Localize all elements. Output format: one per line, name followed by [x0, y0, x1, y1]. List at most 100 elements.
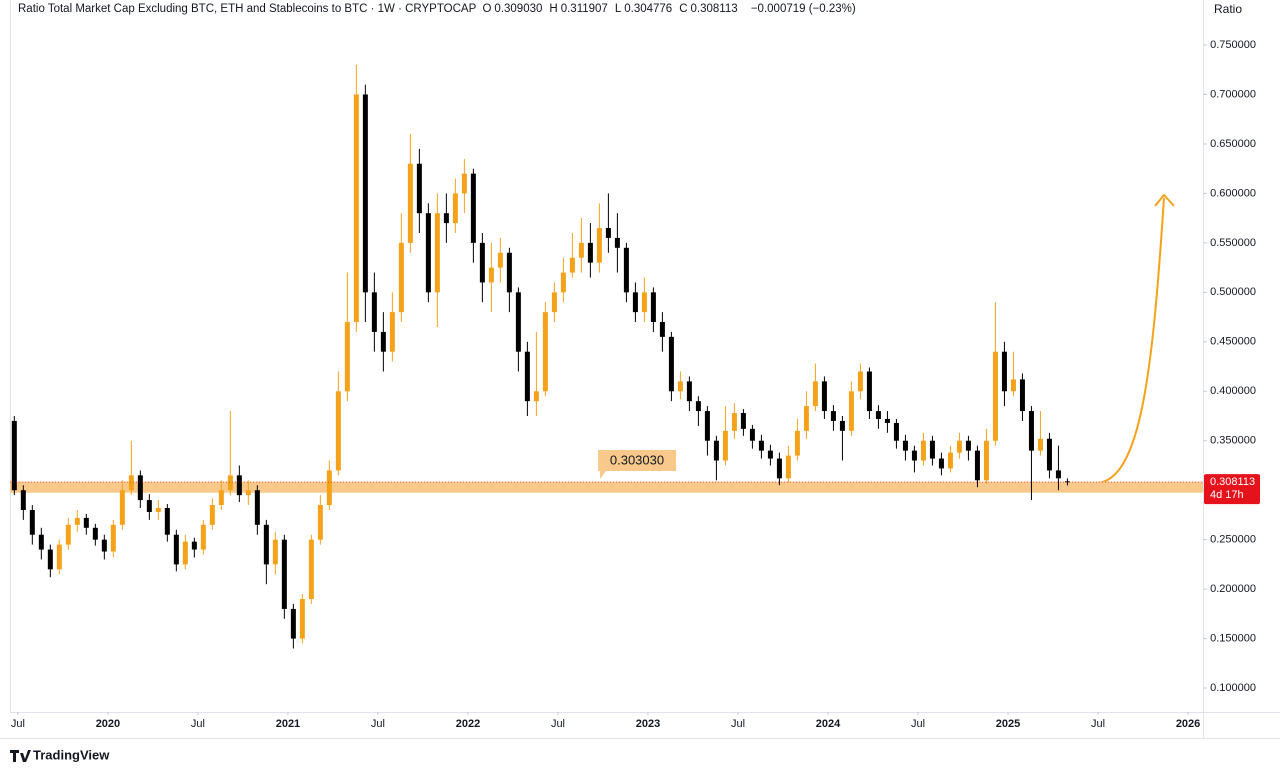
- candle-body: [713, 440, 719, 461]
- candle-body: [389, 312, 395, 352]
- candle-body: [956, 440, 962, 453]
- candle-body: [119, 490, 125, 525]
- candle-body: [569, 257, 575, 273]
- candle-body: [326, 470, 332, 506]
- candle-body: [848, 391, 854, 431]
- candle-body: [416, 163, 422, 214]
- level-label: 0.303030: [598, 450, 676, 479]
- candle-body: [884, 418, 890, 423]
- last-price-box: [1204, 474, 1260, 505]
- candle-body: [668, 336, 674, 392]
- x-tick-label: 2024: [816, 718, 841, 730]
- candle-body: [632, 292, 638, 313]
- title: Ratio Total Market Cap Excluding BTC, ET…: [18, 3, 477, 15]
- countdown: 4d 17h: [1210, 489, 1244, 501]
- candle-body: [722, 430, 728, 461]
- candle-body: [983, 440, 989, 481]
- candle-body: [65, 524, 71, 545]
- candle-body: [740, 413, 746, 429]
- candle-body: [110, 524, 116, 552]
- ohlc-value: 0.308113: [690, 3, 738, 15]
- candle-body: [245, 490, 251, 496]
- candle-body: [1010, 379, 1016, 392]
- candle-body: [920, 440, 926, 461]
- candle-body: [317, 505, 323, 540]
- candle-body: [1046, 438, 1052, 471]
- candle-body: [695, 401, 701, 412]
- candle-body: [992, 351, 998, 441]
- candle-body: [155, 508, 161, 512]
- candle-body: [398, 242, 404, 313]
- candle-body: [974, 450, 980, 481]
- candle-body: [29, 509, 35, 535]
- candle-body: [38, 534, 44, 550]
- candle-body: [164, 508, 170, 535]
- candle-body: [857, 371, 863, 392]
- x-tick-label: Jul: [731, 718, 745, 730]
- candle-body: [353, 94, 359, 323]
- candle-body: [524, 351, 530, 402]
- candle-body: [605, 228, 611, 238]
- candle-body: [866, 371, 872, 412]
- candle-body: [929, 440, 935, 459]
- candle-body: [893, 422, 899, 441]
- candle-body: [767, 450, 773, 459]
- candle-body: [731, 413, 737, 431]
- candle-body: [542, 312, 548, 392]
- candle-body: [704, 411, 710, 441]
- x-tick-label: 2023: [636, 718, 660, 730]
- y-axis-label: Ratio: [1214, 2, 1242, 16]
- projection-arrow: [1089, 197, 1165, 485]
- header: Ratio Total Market Cap Excluding BTC, ET…: [18, 3, 859, 15]
- x-tick-label: Jul: [191, 718, 205, 730]
- candle-body: [677, 381, 683, 392]
- x-tick-label: 2021: [276, 718, 300, 730]
- candle-body: [479, 242, 485, 283]
- candle-body: [587, 242, 593, 263]
- ohlc-value: 0.311907: [560, 3, 608, 15]
- y-tick-label: 0.550000: [1210, 237, 1256, 249]
- candle-body: [173, 534, 179, 565]
- candle-body: [776, 458, 782, 479]
- candle-body: [407, 163, 413, 243]
- candle-body: [911, 450, 917, 461]
- candle-body: [47, 549, 53, 570]
- candle-body: [290, 608, 296, 639]
- ohlc: O 0.309030 H 0.311907 L 0.304776 C 0.308113: [482, 3, 744, 15]
- candle-body: [254, 490, 260, 525]
- brand: TradingView: [33, 747, 110, 762]
- y-tick-label: 0.750000: [1210, 39, 1256, 51]
- candle-body: [533, 391, 539, 402]
- candle-body: [659, 322, 665, 337]
- candle-body: [875, 411, 881, 419]
- candle-body: [209, 505, 215, 525]
- candle-body: [506, 252, 512, 293]
- y-tick-label: 0.350000: [1210, 435, 1256, 447]
- candle-body: [821, 381, 827, 412]
- candle-body: [92, 527, 98, 540]
- x-tick-label: 2026: [1176, 718, 1200, 730]
- candle-body: [641, 292, 647, 313]
- candle-body: [785, 455, 791, 479]
- x-tick-label: Jul: [371, 718, 385, 730]
- ohlc-name: O: [482, 3, 492, 15]
- x-tick-label: 2020: [96, 718, 120, 730]
- candle-body: [425, 213, 431, 293]
- ohlc-name: C: [679, 3, 688, 15]
- candle-body: [1001, 351, 1007, 392]
- x-tick-label: 2022: [456, 718, 480, 730]
- candle-body: [452, 193, 458, 224]
- y-tick-label: 0.200000: [1210, 583, 1256, 595]
- candle-body: [218, 490, 224, 506]
- arrow-head: [1154, 193, 1175, 207]
- y-tick-label: 0.250000: [1210, 534, 1256, 546]
- candle-body: [335, 391, 341, 471]
- candle-body: [938, 458, 944, 469]
- level-label-text: 0.303030: [610, 452, 664, 467]
- y-tick-label: 0.150000: [1210, 633, 1256, 645]
- candle-body: [74, 517, 80, 525]
- candle-body: [191, 541, 197, 550]
- candle-body: [344, 322, 350, 392]
- candle-body: [56, 544, 62, 570]
